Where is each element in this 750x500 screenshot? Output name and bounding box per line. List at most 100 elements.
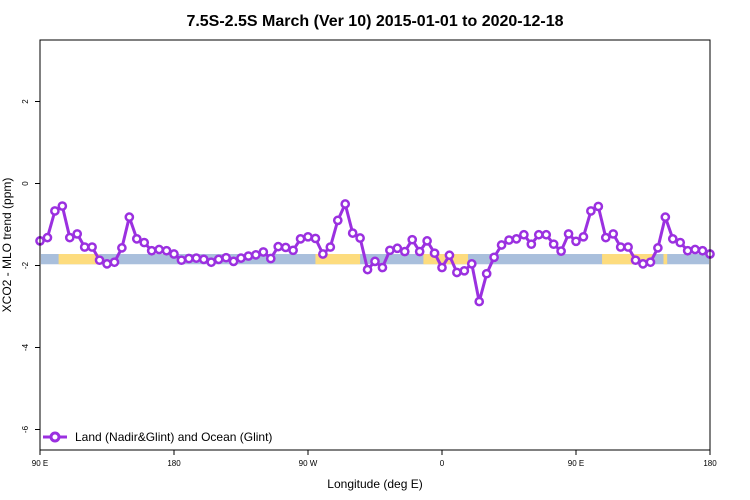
data-point [556, 246, 566, 256]
data-point [139, 237, 150, 248]
y-tick-label: -2 [21, 261, 30, 269]
data-point [541, 229, 552, 240]
y-axis-label: XCO2 - MLO trend (ppm) [0, 178, 14, 313]
series-line-layer [39, 202, 711, 304]
data-point [690, 244, 700, 255]
data-point [303, 231, 313, 242]
data-point [422, 236, 432, 246]
data-point [697, 245, 708, 256]
data-point [251, 249, 261, 260]
land-band-segment [58, 254, 100, 265]
data-point [318, 249, 328, 259]
x-axis-label: Longitude (deg E) [327, 477, 422, 491]
data-point [347, 228, 358, 238]
data-point [94, 255, 105, 266]
data-point [489, 252, 499, 263]
data-point [79, 242, 90, 252]
data-point [466, 259, 477, 269]
legend-series-marker [49, 431, 61, 443]
data-point [474, 296, 485, 307]
data-point [533, 229, 544, 240]
data-point [42, 232, 53, 243]
data-point [600, 232, 611, 243]
data-point [504, 235, 514, 245]
data-point [117, 243, 127, 253]
data-point [325, 242, 336, 252]
legend: Land (Nadir&Glint) and Ocean (Glint) [43, 430, 272, 444]
data-point [407, 234, 418, 245]
x-tick-label: 180 [703, 459, 717, 468]
data-point [265, 253, 276, 264]
data-point [102, 259, 112, 269]
x-tick-label: 90 W [299, 459, 318, 468]
data-point [496, 240, 507, 250]
data-point [615, 242, 626, 252]
chart-title: 7.5S-2.5S March (Ver 10) 2015-01-01 to 2… [186, 13, 563, 30]
data-point [50, 206, 60, 216]
y-axis: -6 -4 -2 0 2 [21, 99, 40, 433]
data-point [414, 246, 425, 257]
data-point [571, 236, 581, 247]
data-point [355, 233, 365, 243]
data-point [429, 248, 440, 259]
land-band-segment [602, 254, 655, 265]
data-point [64, 232, 75, 243]
data-point [340, 199, 351, 209]
data-point [221, 252, 231, 263]
data-point [437, 262, 447, 273]
data-point [206, 257, 217, 268]
x-tick-label: 90 E [32, 459, 48, 468]
data-point [459, 265, 470, 276]
data-point [667, 234, 678, 244]
series-line [39, 202, 711, 304]
x-tick-label: 180 [167, 459, 181, 468]
data-point [630, 255, 641, 266]
data-point [258, 247, 269, 257]
data-point [578, 231, 589, 242]
data-point [377, 262, 388, 273]
data-point [452, 267, 462, 278]
data-point [444, 250, 455, 261]
data-point [653, 243, 663, 253]
data-point [593, 201, 604, 212]
data-point [586, 206, 596, 216]
data-point [288, 245, 298, 256]
data-point [154, 244, 164, 255]
data-point [124, 212, 135, 222]
data-point [213, 254, 224, 265]
data-point [332, 215, 343, 226]
data-point [72, 229, 83, 239]
data-point [385, 245, 395, 256]
y-tick-label: 0 [21, 181, 30, 186]
data-point [295, 234, 306, 244]
x-tick-label: 90 E [568, 459, 584, 468]
data-point [638, 259, 648, 269]
data-point [660, 212, 671, 222]
y-tick-label: -6 [21, 425, 30, 433]
data-point [370, 256, 380, 267]
data-point [645, 257, 656, 268]
data-point [682, 245, 693, 256]
data-point [57, 201, 68, 211]
data-point [228, 256, 239, 267]
data-point [236, 253, 246, 263]
data-point [191, 253, 202, 263]
plot-frame [39, 39, 711, 451]
data-point [184, 253, 194, 264]
data-point [563, 229, 574, 239]
data-point [548, 239, 559, 250]
data-point [511, 234, 522, 244]
data-point [675, 237, 686, 248]
data-point [146, 245, 157, 256]
data-point [608, 229, 619, 239]
legend-series-label: Land (Nadir&Glint) and Ocean (Glint) [75, 430, 272, 444]
data-point [176, 255, 187, 266]
data-point [198, 254, 209, 265]
data-point [623, 242, 633, 252]
data-point [481, 268, 492, 279]
data-point [131, 234, 142, 244]
data-point [362, 264, 373, 275]
data-point [526, 239, 537, 250]
land-band-segment [315, 254, 361, 265]
